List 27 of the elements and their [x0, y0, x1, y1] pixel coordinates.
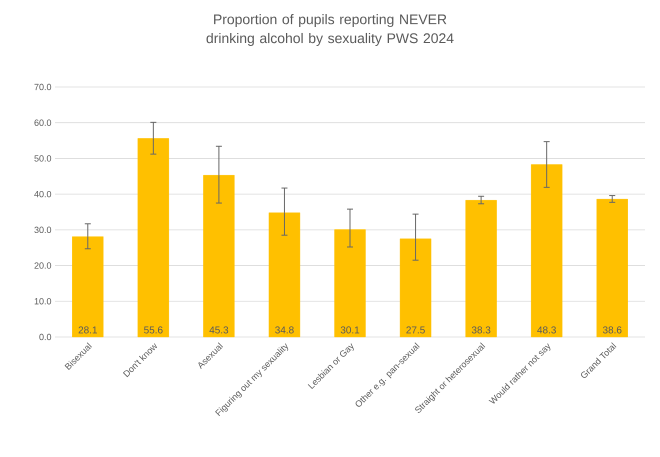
data-label: 28.1	[78, 326, 97, 334]
y-tick-label: 10.0	[34, 298, 52, 304]
data-label: 38.6	[602, 326, 622, 334]
data-label: 34.8	[275, 326, 294, 334]
y-tick-label: 60.0	[34, 120, 52, 126]
bar	[465, 200, 497, 338]
bar	[596, 198, 628, 338]
bar	[334, 229, 366, 338]
y-tick-label: 30.0	[34, 226, 52, 234]
data-label: 30.1	[340, 326, 360, 334]
y-tick-label: 40.0	[34, 190, 52, 198]
data-label: 45.3	[209, 326, 228, 334]
bar	[400, 238, 432, 338]
data-label: 55.6	[144, 326, 163, 334]
bar	[203, 175, 235, 338]
data-label: 27.5	[406, 326, 425, 334]
y-tick-label: 20.0	[34, 262, 52, 269]
bar	[138, 138, 170, 338]
bar	[72, 236, 104, 338]
y-tick-label: 50.0	[34, 155, 52, 162]
bar	[530, 164, 562, 338]
y-tick-label: 0.0	[39, 334, 52, 340]
data-label: 38.3	[472, 326, 490, 334]
chart-title: Proportion of pupils reporting NEVER drinking alcohol by sexuality PWS 2024	[206, 14, 454, 46]
y-tick-label: 70.0	[34, 84, 52, 90]
bar	[268, 212, 300, 338]
data-label: 48.3	[537, 326, 556, 334]
